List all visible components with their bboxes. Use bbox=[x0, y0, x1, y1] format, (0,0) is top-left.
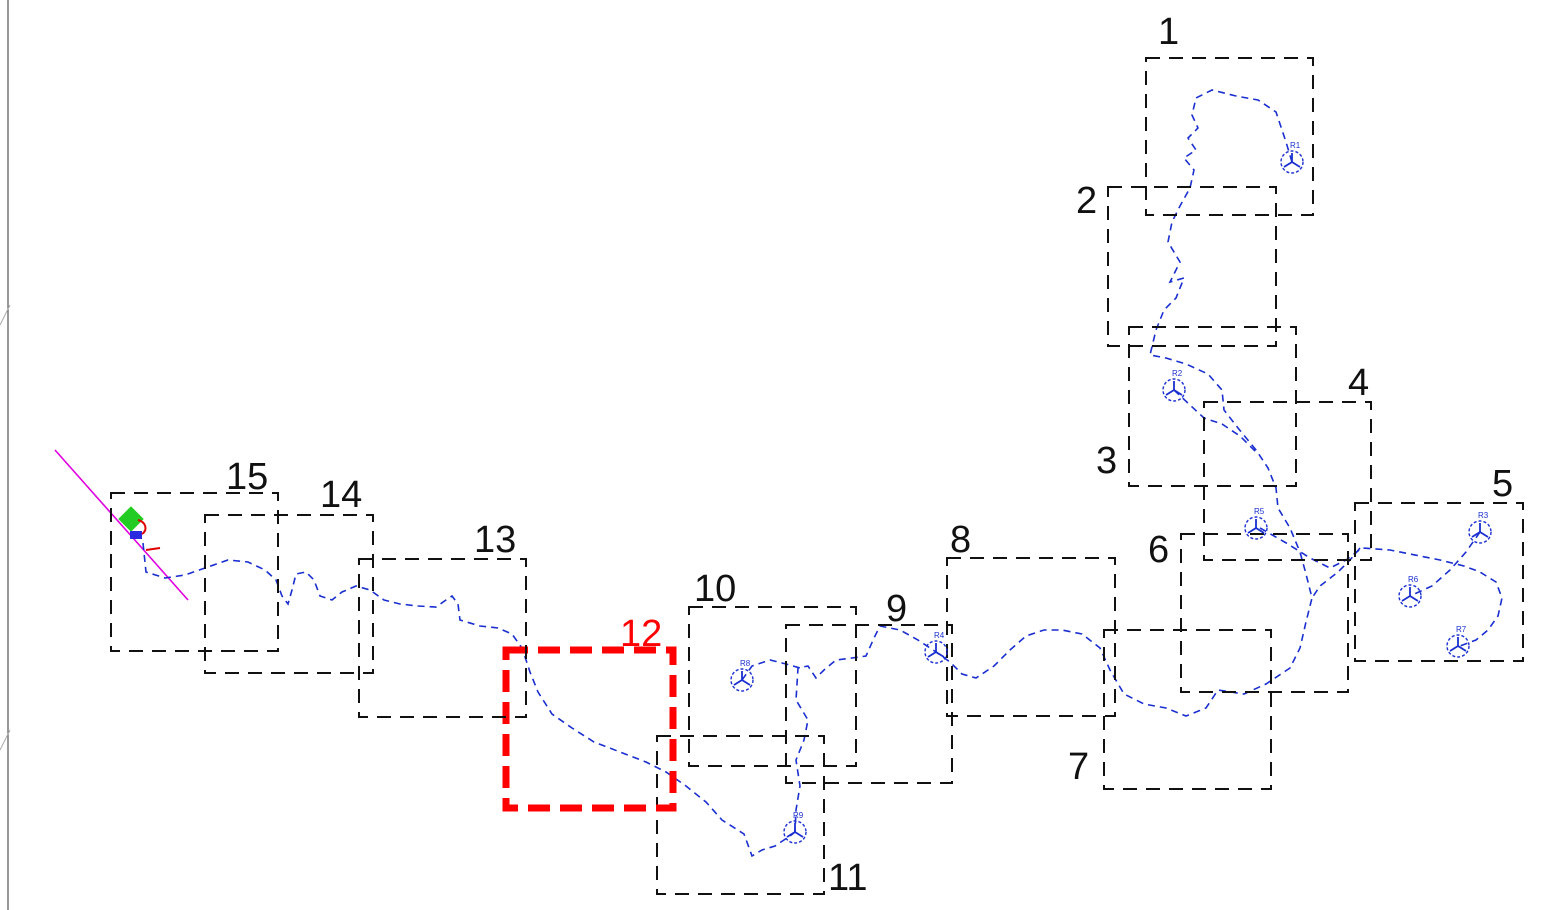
sheet-frame bbox=[946, 557, 1116, 717]
turbine-icon: R4 bbox=[924, 631, 948, 664]
turbine-label: R7 bbox=[1456, 625, 1467, 634]
turbine-label: R5 bbox=[1254, 507, 1265, 516]
turbine-icon: R2 bbox=[1162, 369, 1186, 402]
sheet-frame bbox=[1203, 401, 1372, 561]
cable-route-branch bbox=[1311, 547, 1361, 599]
turbine-icon: R1 bbox=[1280, 141, 1304, 174]
sheet-number-label: 4 bbox=[1348, 362, 1369, 404]
turbine-icon: R3 bbox=[1468, 511, 1492, 544]
sheet-number-label: 14 bbox=[320, 474, 362, 516]
cable-route-r2 bbox=[1173, 389, 1257, 453]
cable-route-r8 bbox=[741, 659, 801, 681]
turbine-label: R1 bbox=[1290, 141, 1301, 150]
cable-route-north bbox=[794, 89, 1313, 833]
sheet-number-label: 6 bbox=[1148, 529, 1169, 571]
sheet-number-label: 8 bbox=[950, 519, 971, 561]
turbine-icon: R6 bbox=[1398, 575, 1422, 608]
sheet-frame bbox=[358, 558, 527, 718]
substation-icon bbox=[118, 506, 144, 532]
turbine-icon: R5 bbox=[1244, 507, 1268, 540]
sheet-number-label: 15 bbox=[226, 456, 268, 498]
sheet-number-label: 2 bbox=[1076, 180, 1097, 222]
turbine-label: R2 bbox=[1172, 369, 1183, 378]
border-tick bbox=[0, 729, 11, 751]
sheet-frame bbox=[1103, 629, 1272, 790]
sheet-number-label: 5 bbox=[1492, 463, 1513, 505]
sheet-frame-highlighted bbox=[502, 646, 677, 812]
turbine-label: R4 bbox=[934, 631, 945, 640]
sheet-frame bbox=[1107, 186, 1277, 347]
border-tick bbox=[0, 304, 11, 326]
sheet-number-label: 1 bbox=[1158, 11, 1179, 53]
sheet-frame bbox=[1145, 57, 1314, 216]
sheet-frame bbox=[1354, 502, 1524, 662]
turbine-icon: R9 bbox=[783, 811, 807, 844]
sheet-number-label: 12 bbox=[620, 613, 662, 655]
cable-route bbox=[142, 542, 796, 858]
cable-route-r3r6 bbox=[1409, 531, 1481, 597]
sheet-frame bbox=[688, 606, 857, 767]
turbine-label: R3 bbox=[1478, 511, 1489, 520]
sheet-frame bbox=[1180, 533, 1349, 693]
turbine-label: R9 bbox=[793, 811, 804, 820]
sheet-frame bbox=[785, 624, 953, 784]
turbine-label: R6 bbox=[1408, 575, 1419, 584]
turbine-icon: R8 bbox=[730, 659, 754, 692]
sheet-number-label: 10 bbox=[694, 568, 736, 610]
substation-marker-icon bbox=[137, 519, 147, 535]
turbine-label: R8 bbox=[740, 659, 751, 668]
boundary-line bbox=[54, 449, 189, 601]
sheet-number-label: 11 bbox=[828, 857, 867, 899]
sheet-number-label: 7 bbox=[1068, 746, 1089, 788]
sheet-number-label: 13 bbox=[474, 519, 516, 561]
substation-block-icon bbox=[130, 531, 142, 539]
cable-route-east bbox=[1259, 527, 1503, 647]
substation-marker-icon bbox=[145, 547, 161, 551]
sheet-frame bbox=[1128, 326, 1297, 487]
sheet-frame bbox=[204, 514, 374, 674]
turbine-icon: R7 bbox=[1446, 625, 1470, 658]
sheet-number-label: 9 bbox=[886, 588, 907, 630]
sheet-number-label: 3 bbox=[1096, 440, 1117, 482]
